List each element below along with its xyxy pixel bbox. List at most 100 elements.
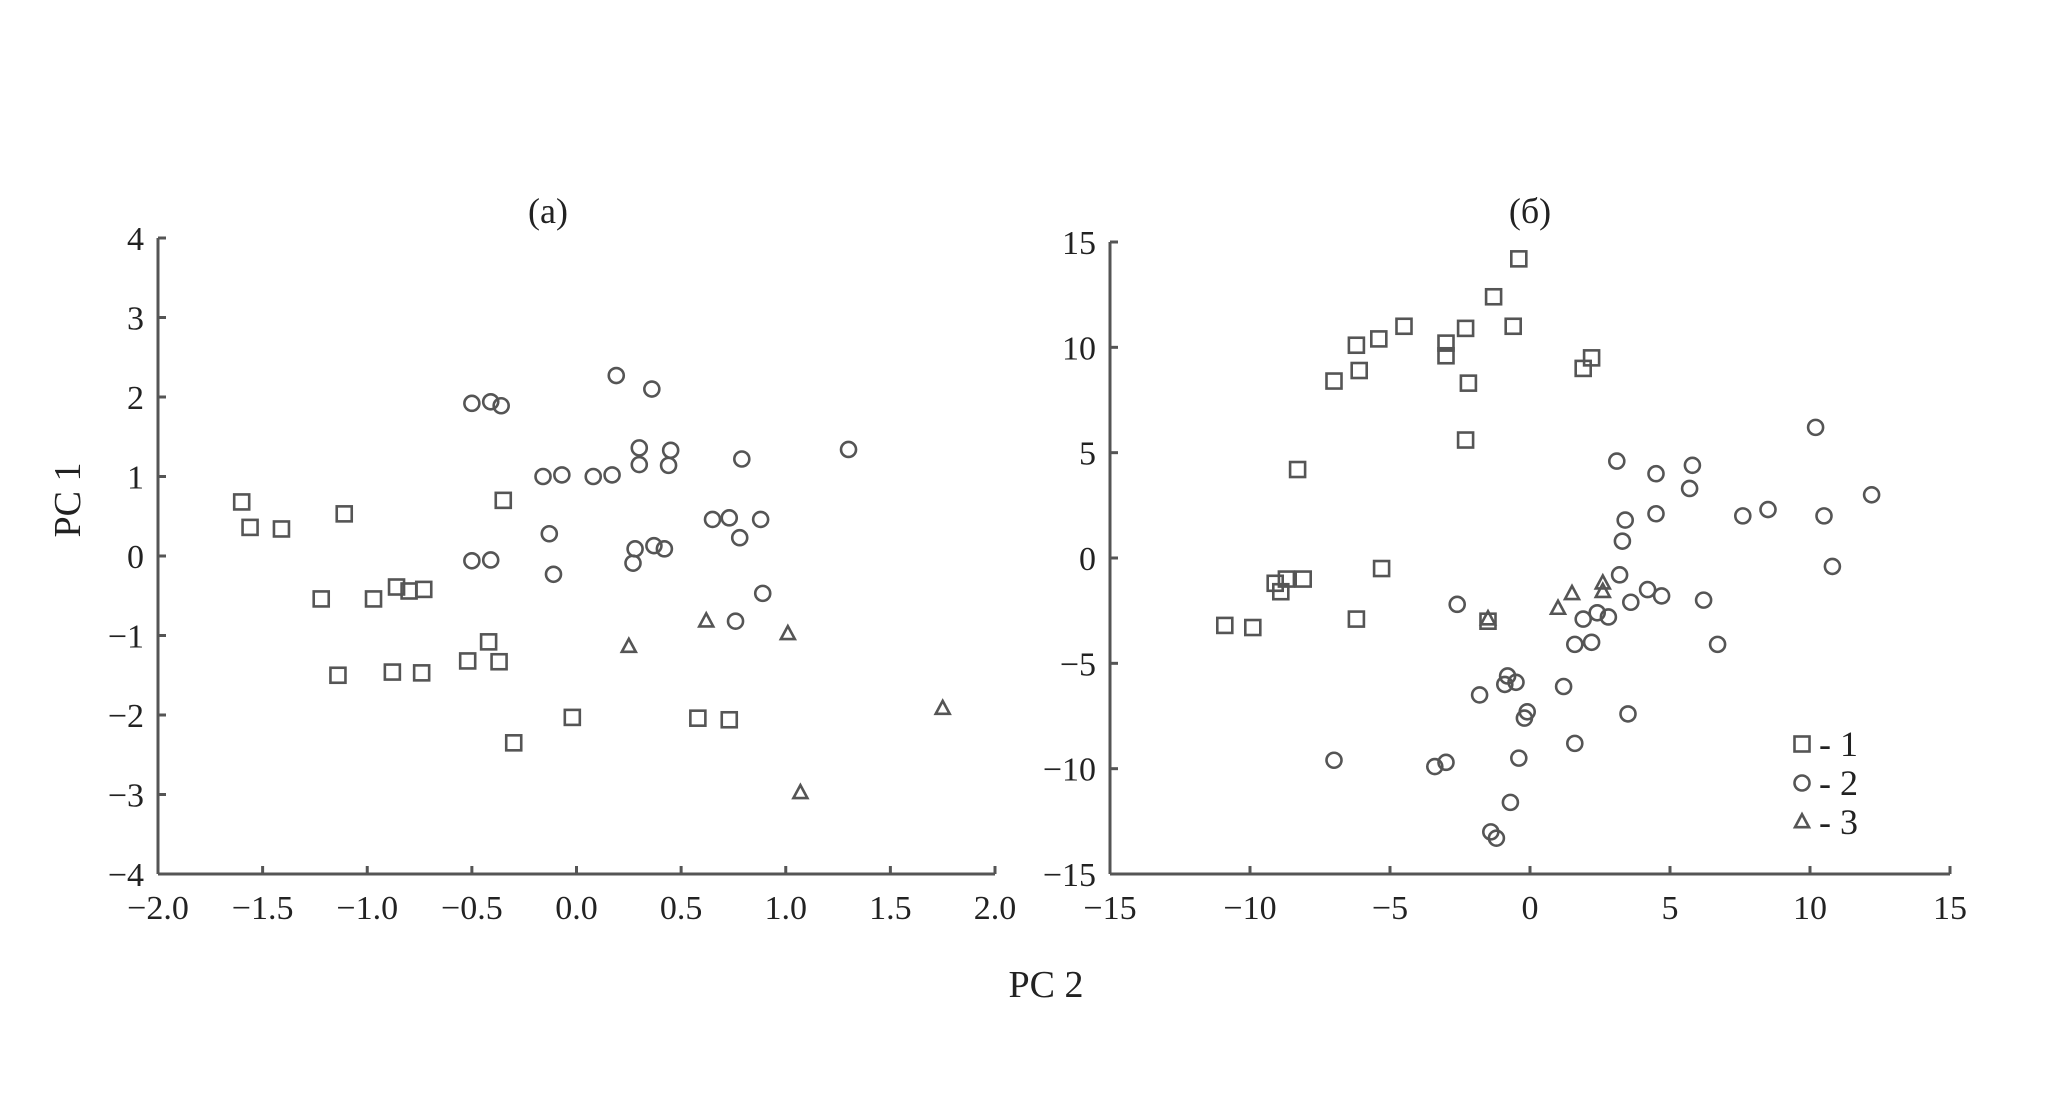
- x-tick-label-b: 0: [1522, 890, 1539, 927]
- data-point-square-a: [479, 633, 498, 651]
- data-point-triangle-b: [1562, 583, 1582, 601]
- data-point-circle-b: [1652, 587, 1671, 605]
- data-point-circle-b: [1501, 793, 1520, 812]
- data-point-circle-b: [1325, 751, 1343, 770]
- y-tick-label-a: 4: [127, 221, 144, 258]
- data-point-circle-a: [645, 536, 663, 555]
- y-tick-label-a: 1: [127, 460, 144, 497]
- data-point-circle-a: [753, 584, 772, 603]
- data-point-circle-b: [1574, 610, 1592, 628]
- data-point-square-a: [272, 520, 291, 538]
- data-point-circle-b: [1588, 603, 1606, 622]
- y-tick-label-a: 3: [127, 301, 144, 338]
- data-point-circle-a: [553, 466, 571, 484]
- data-point-square-b: [1272, 582, 1290, 601]
- x-axis-title: PC 2: [1009, 964, 1084, 1006]
- data-point-square-b: [1347, 336, 1366, 355]
- data-point-circle-a: [463, 551, 481, 570]
- data-point-circle-b: [1496, 675, 1514, 694]
- data-point-circle-a: [481, 551, 500, 569]
- data-point-circle-a: [534, 467, 552, 486]
- data-point-square-b: [1510, 250, 1528, 268]
- data-point-square-b: [1456, 431, 1475, 449]
- data-point-circle-b: [1823, 557, 1842, 576]
- y-tick-label-b: −15: [1043, 857, 1096, 894]
- data-point-square-b: [1456, 319, 1475, 338]
- y-tick-label-b: −10: [1043, 752, 1096, 789]
- data-point-circle-b: [1610, 566, 1629, 584]
- legend: - 1- 2- 3: [1792, 724, 1858, 842]
- data-point-circle-b: [1515, 709, 1534, 727]
- data-point-square-a: [414, 580, 433, 599]
- data-point-circle-a: [584, 467, 603, 486]
- data-point-square-b: [1372, 559, 1391, 578]
- y-tick-label-b: −5: [1060, 646, 1096, 683]
- data-point-circle-a: [463, 394, 481, 413]
- y-tick-label-b: 15: [1062, 225, 1096, 262]
- data-point-square-a: [689, 709, 707, 727]
- data-point-square-a: [504, 734, 523, 752]
- x-tick-label-a: 0.5: [660, 890, 703, 927]
- data-point-circle-b: [1815, 507, 1833, 525]
- data-point-triangle-a: [778, 623, 798, 641]
- data-point-circle-b: [1437, 753, 1455, 772]
- x-tick-label-a: −1.0: [336, 890, 398, 927]
- data-point-circle-a: [839, 440, 858, 459]
- panel-title-b: (б): [1509, 191, 1551, 231]
- legend-marker-square: [1793, 735, 1811, 753]
- data-point-circle-a: [626, 540, 644, 558]
- data-point-circle-b: [1599, 608, 1618, 626]
- x-tick-label-a: 1.5: [869, 890, 912, 927]
- data-point-square-b: [1437, 334, 1455, 352]
- data-point-square-b: [1370, 330, 1388, 348]
- x-tick-label-b: −5: [1372, 890, 1408, 927]
- panel-title-a: (a): [528, 191, 568, 231]
- data-point-circle-b: [1694, 591, 1713, 609]
- data-point-circle-b: [1806, 418, 1825, 437]
- data-point-square-a: [335, 505, 354, 523]
- data-point-square-a: [458, 652, 477, 670]
- data-point-circle-b: [1613, 532, 1632, 550]
- data-point-square-b: [1294, 570, 1312, 588]
- data-point-circle-a: [540, 524, 559, 543]
- data-point-circle-b: [1616, 511, 1634, 529]
- data-point-triangle-a: [697, 610, 716, 628]
- data-point-circle-b: [1638, 580, 1657, 599]
- data-point-square-b: [1395, 317, 1413, 336]
- data-point-circle-a: [544, 565, 563, 584]
- data-point-circle-a: [720, 509, 739, 527]
- y-tick-label-a: 2: [127, 380, 144, 417]
- data-point-circle-b: [1448, 595, 1466, 614]
- legend-marker-triangle: [1792, 811, 1812, 829]
- data-point-circle-a: [655, 540, 674, 558]
- ticks-a: −2.0 −1.5 −1.0 −0.5 0.0 0.5 1.0 1.5 2.0 4 3 2 1 0 −1 −2…: [108, 221, 1016, 927]
- data-point-circle-a: [703, 510, 722, 529]
- data-point-circle-a: [630, 455, 649, 474]
- y-axis-title: PC 1: [47, 463, 89, 538]
- data-point-square-b: [1574, 359, 1592, 378]
- data-point-square-a: [329, 666, 347, 685]
- y-tick-label-b: 10: [1062, 330, 1096, 367]
- legend-label-3: - 3: [1819, 802, 1858, 842]
- data-point-square-a: [494, 491, 513, 510]
- x-tick-label-a: 2.0: [974, 890, 1017, 927]
- chart-panel-b: (б) −15 −10 −5 0 5 10 15 15 10 5 0 −5 −10 −15 - 1- 2-…: [1043, 191, 1967, 927]
- y-tick-label-b: 0: [1079, 541, 1096, 578]
- data-point-circle-b: [1862, 485, 1881, 504]
- data-point-circle-b: [1619, 705, 1637, 723]
- ticks-b: −15 −10 −5 0 5 10 15 15 10 5 0 −5 −10 −15: [1043, 225, 1967, 927]
- data-point-circle-a: [603, 466, 621, 484]
- data-point-square-a: [387, 578, 406, 596]
- data-point-square-b: [1325, 372, 1343, 390]
- data-point-square-a: [412, 664, 431, 682]
- data-point-circle-b: [1683, 456, 1702, 475]
- data-point-circle-b: [1759, 500, 1777, 519]
- data-point-circle-a: [481, 392, 500, 411]
- data-point-circle-b: [1507, 673, 1525, 692]
- points-a: [232, 366, 952, 800]
- data-point-square-b: [1484, 287, 1503, 306]
- data-point-triangle-a: [933, 698, 952, 716]
- data-point-circle-a: [726, 612, 745, 630]
- data-point-square-a: [364, 590, 383, 608]
